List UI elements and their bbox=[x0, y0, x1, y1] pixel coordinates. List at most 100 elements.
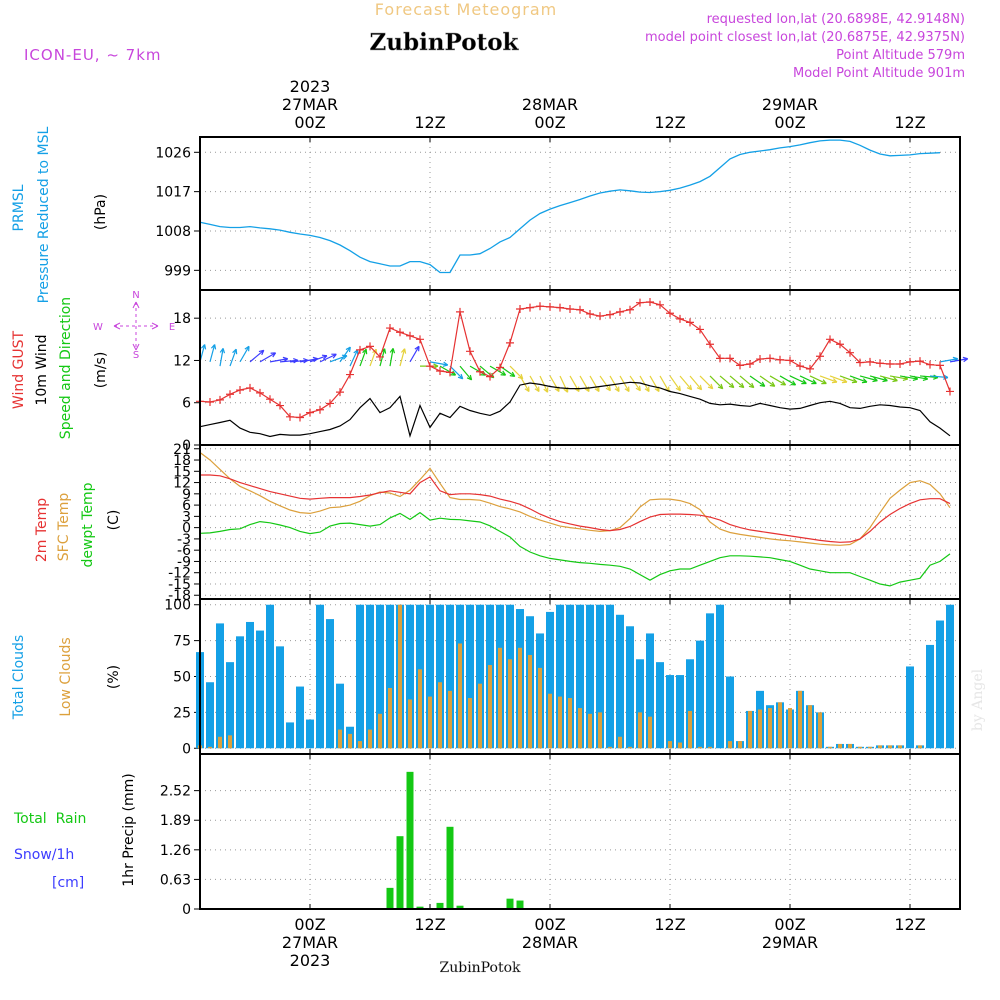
low-cloud-bar bbox=[798, 690, 802, 749]
wind-arrow-head bbox=[244, 345, 250, 352]
top-time-label: 00Z bbox=[534, 113, 565, 132]
low-cloud-bar bbox=[478, 683, 482, 749]
total-cloud-bar bbox=[376, 604, 384, 749]
wind-direction-arrow bbox=[719, 375, 735, 388]
bottom-time-label: 29MAR bbox=[762, 933, 818, 952]
total-cloud-bar bbox=[356, 604, 364, 749]
wind-direction-arrow bbox=[309, 355, 328, 363]
compass-s: S bbox=[133, 350, 139, 361]
gust-marker bbox=[506, 338, 514, 347]
wind-arrow-head bbox=[270, 352, 277, 358]
wind-direction-arrow bbox=[819, 375, 838, 383]
wind-arrow-head bbox=[962, 356, 969, 363]
total-cloud-bar bbox=[566, 604, 574, 749]
low-cloud-bar bbox=[668, 741, 672, 749]
total-cloud-bar bbox=[446, 604, 454, 749]
precip-ylabel: 1hr Precip (mm) bbox=[121, 773, 137, 886]
low-cloud-bar bbox=[848, 743, 852, 749]
wind-direction-arrow bbox=[649, 375, 660, 392]
low-cloud-bar bbox=[578, 708, 582, 749]
wind-arrow-head bbox=[584, 386, 590, 393]
y-tick-label: 15 bbox=[173, 464, 191, 480]
wind-arrow-head bbox=[882, 376, 888, 383]
wind-arrow-head bbox=[717, 383, 724, 390]
low-cloud-bar bbox=[518, 647, 522, 749]
y-tick-label: 1.89 bbox=[160, 813, 191, 829]
gust-marker bbox=[646, 297, 654, 306]
wind-direction-arrow bbox=[449, 365, 464, 380]
bottom-time-label: 28MAR bbox=[522, 933, 578, 952]
low-cloud-bar bbox=[588, 713, 592, 749]
requested-coords: requested lon,lat (20.6898E, 42.9148N) bbox=[707, 12, 965, 27]
wind-direction-arrow bbox=[679, 375, 693, 391]
gust-marker bbox=[736, 361, 744, 370]
sfc-temp-line bbox=[199, 452, 951, 546]
gust-marker bbox=[616, 307, 624, 316]
wind-arrow-head bbox=[450, 370, 457, 376]
precip-panel: Total Rain Snow/1h [cm] 1hr Precip (mm) … bbox=[13, 753, 961, 918]
total-cloud-bar bbox=[926, 644, 934, 749]
y-tick-label: 0 bbox=[182, 902, 191, 918]
snow-label: Snow/1h bbox=[14, 847, 74, 863]
gust-marker bbox=[556, 303, 564, 312]
gust-marker bbox=[836, 340, 844, 349]
y-tick-label: -9 bbox=[177, 554, 191, 570]
total-cloud-bar bbox=[936, 620, 944, 749]
wind-direction-arrow bbox=[809, 375, 827, 385]
wind-arrow-head bbox=[811, 379, 817, 385]
total-cloud-bar bbox=[366, 604, 374, 749]
total-cloud-bar bbox=[336, 683, 344, 749]
gust-marker bbox=[766, 354, 774, 363]
gust-marker bbox=[746, 359, 754, 368]
low-cloud-bar bbox=[218, 736, 222, 749]
low-cloud-bar bbox=[898, 745, 902, 749]
y-tick-label: 1.26 bbox=[160, 843, 191, 859]
top-time-label: 00Z bbox=[774, 113, 805, 132]
total-cloud-bar bbox=[656, 662, 664, 749]
pressure-panel: PRMSL Pressure Reduced to MSL (hPa) 999 1… bbox=[11, 126, 961, 303]
total-cloud-bar bbox=[726, 676, 734, 749]
panel-border bbox=[199, 136, 961, 291]
bottom-time-label: 00Z bbox=[774, 915, 805, 934]
wind-direction-arrow bbox=[799, 375, 817, 385]
cloud-unit: (%) bbox=[106, 665, 122, 689]
gust-marker bbox=[426, 362, 434, 371]
total-cloud-bar bbox=[696, 640, 704, 749]
gust-marker bbox=[276, 401, 284, 410]
wind-direction-arrow bbox=[919, 375, 938, 379]
low-cloud-bar bbox=[378, 713, 382, 749]
compass-n: N bbox=[132, 290, 139, 301]
direction-label: Speed and Direction bbox=[58, 297, 74, 439]
wind-label: 10m Wind bbox=[34, 334, 50, 405]
wind-arrow-head bbox=[534, 386, 540, 393]
location-title: ZubinPotok bbox=[370, 29, 520, 56]
gust-marker bbox=[826, 335, 834, 344]
wind-arrow-head bbox=[635, 385, 641, 392]
wind-arrow-head bbox=[790, 380, 797, 386]
low-cloud-bar bbox=[618, 736, 622, 749]
wind-direction-arrow bbox=[279, 359, 298, 363]
rain-bar bbox=[416, 906, 424, 909]
gust-marker bbox=[936, 361, 944, 370]
wind-direction-arrow bbox=[859, 375, 878, 382]
pressure-label-1: PRMSL bbox=[11, 184, 27, 231]
wind-arrow-head bbox=[614, 386, 620, 393]
gust-marker bbox=[236, 386, 244, 395]
wind-arrow-head bbox=[738, 382, 745, 389]
total-cloud-bar bbox=[626, 626, 634, 749]
gust-marker bbox=[656, 300, 664, 309]
total-cloud-bar bbox=[296, 686, 304, 749]
low-cloud-bar bbox=[818, 712, 822, 749]
wind-direction-arrow bbox=[219, 348, 224, 367]
y-tick-label: 25 bbox=[173, 705, 191, 721]
gust-marker bbox=[326, 399, 334, 408]
wind-arrow-head bbox=[219, 348, 226, 354]
gust-marker bbox=[626, 305, 634, 314]
gust-marker bbox=[606, 310, 614, 319]
total-cloud-bar bbox=[586, 604, 594, 749]
low-cloud-bar bbox=[368, 729, 372, 749]
wind-direction-arrow bbox=[879, 375, 898, 382]
gust-marker bbox=[726, 354, 734, 363]
